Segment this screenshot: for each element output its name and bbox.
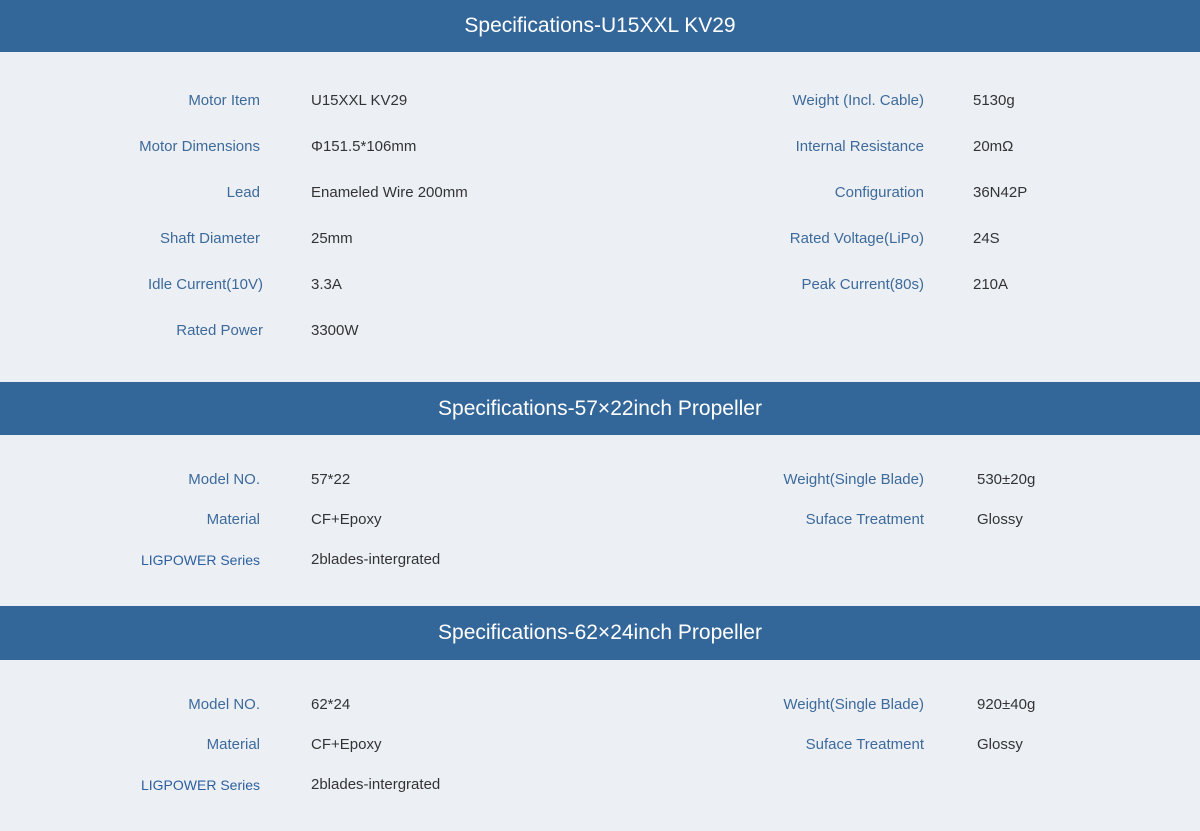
spec-row: Suface Treatment Glossy	[0, 735, 1200, 755]
spec-row: Rated Voltage(LiPo) 24S	[0, 229, 1200, 249]
spec-row: Model NO. 62*24	[0, 695, 1200, 715]
spec-value: 36N42P	[973, 184, 1028, 201]
spec-label: Model NO.	[188, 696, 260, 713]
spec-label: Model NO.	[188, 471, 260, 488]
spec-value: 3300W	[311, 322, 359, 339]
section-header: Specifications-U15XXL KV29	[0, 0, 1200, 52]
spec-row: Material CF+Epoxy	[0, 510, 1200, 530]
spec-value: 20mΩ	[973, 138, 1014, 155]
spec-row: Model NO. 57*22	[0, 470, 1200, 490]
spec-value: Φ151.5*106mm	[311, 138, 417, 155]
spec-row: Shaft Diameter 25mm	[0, 229, 1200, 249]
section-body	[0, 52, 1200, 382]
spec-label: Weight(Single Blade)	[783, 471, 924, 488]
spec-label: Idle Current(10V)	[147, 276, 263, 293]
spec-label: Material	[206, 736, 260, 753]
spec-row: Idle Current(10V) 3.3A	[0, 275, 1200, 295]
spec-label: Peak Current(80s)	[801, 276, 924, 293]
spec-label: Configuration	[834, 184, 924, 201]
spec-value: 25mm	[311, 230, 353, 247]
spec-label: LIGPOWER Series	[140, 552, 260, 568]
spec-label: LIGPOWER Series	[140, 777, 260, 793]
spec-row: Lead Enameled Wire 200mm	[0, 183, 1200, 203]
spec-label: Suface Treatment	[805, 511, 924, 528]
section-body	[0, 660, 1200, 831]
spec-value: 24S	[973, 230, 1000, 247]
spec-label: Suface Treatment	[805, 736, 924, 753]
spec-row: Suface Treatment Glossy	[0, 510, 1200, 530]
spec-label: Shaft Diameter	[159, 230, 260, 247]
section-header: Specifications-57×22inch Propeller	[0, 382, 1200, 435]
spec-value: 210A	[973, 276, 1009, 293]
spec-value: 2blades-intergrated	[311, 776, 441, 793]
spec-value: 57*22	[311, 471, 351, 488]
spec-value: 5130g	[973, 92, 1015, 109]
spec-value: CF+Epoxy	[311, 511, 382, 528]
spec-value: 62*24	[311, 696, 351, 713]
spec-value: Glossy	[977, 511, 1023, 528]
spec-value: 920±40g	[977, 696, 1036, 713]
spec-value: 3.3A	[311, 276, 342, 293]
spec-row: Configuration 36N42P	[0, 183, 1200, 203]
spec-label: Weight(Single Blade)	[783, 696, 924, 713]
spec-value: Glossy	[977, 736, 1023, 753]
spec-label: Rated Power	[176, 322, 263, 339]
spec-row: LIGPOWER Series 2blades-intergrated	[0, 775, 1200, 795]
spec-row: Peak Current(80s) 210A	[0, 275, 1200, 295]
spec-row: Weight(Single Blade) 530±20g	[0, 470, 1200, 490]
spec-row: LIGPOWER Series 2blades-intergrated	[0, 550, 1200, 570]
spec-row: Rated Power 3300W	[0, 321, 1200, 341]
section-header: Specifications-62×24inch Propeller	[0, 606, 1200, 660]
spec-row: Motor Item U15XXL KV29	[0, 91, 1200, 111]
spec-label: Weight (Incl. Cable)	[792, 92, 924, 109]
spec-value: CF+Epoxy	[311, 736, 382, 753]
spec-label: Internal Resistance	[795, 138, 924, 155]
spec-label: Motor Dimensions	[139, 138, 260, 155]
spec-value: Enameled Wire 200mm	[311, 184, 468, 201]
spec-label: Material	[206, 511, 260, 528]
spec-value: U15XXL KV29	[311, 92, 408, 109]
spec-row: Weight (Incl. Cable) 5130g	[0, 91, 1200, 111]
spec-row: Weight(Single Blade) 920±40g	[0, 695, 1200, 715]
section-body	[0, 435, 1200, 606]
spec-row: Material CF+Epoxy	[0, 735, 1200, 755]
spec-row: Internal Resistance 20mΩ	[0, 137, 1200, 157]
spec-label: Motor Item	[188, 92, 260, 109]
spec-label: Rated Voltage(LiPo)	[789, 230, 924, 247]
spec-row: Motor Dimensions Φ151.5*106mm	[0, 137, 1200, 157]
spec-label: Lead	[226, 184, 260, 201]
spec-value: 2blades-intergrated	[311, 551, 441, 568]
spec-value: 530±20g	[977, 471, 1036, 488]
